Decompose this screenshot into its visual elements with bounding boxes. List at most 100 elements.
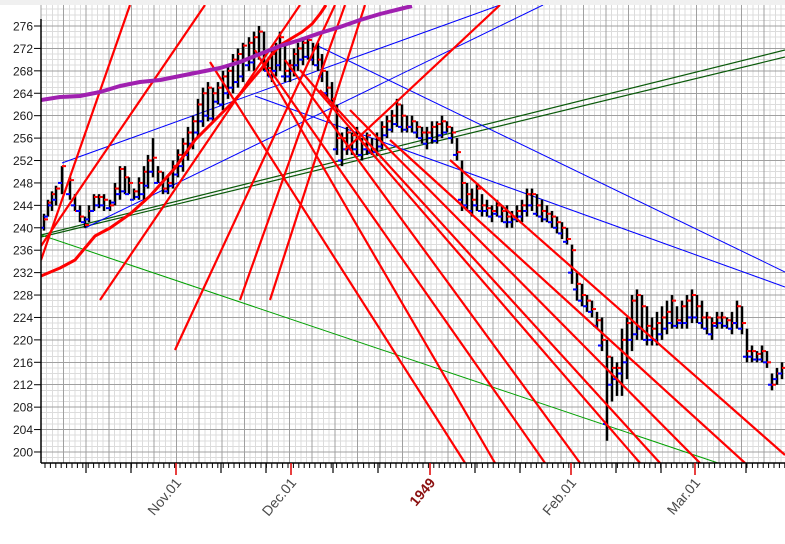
ohlc-bar xyxy=(164,177,172,195)
ohlc-bar xyxy=(628,295,636,352)
y-axis-labels: 276 272 268 264 260 256 252 248 244 240 236 232 228 2… xyxy=(13,20,41,459)
ohlc-bar xyxy=(408,115,416,133)
ohlc-bar xyxy=(130,188,138,201)
red-fan-line xyxy=(268,5,367,301)
ohlc-bar xyxy=(194,98,202,139)
red-fan-line xyxy=(344,5,501,151)
red-moving-average-curve xyxy=(41,5,328,278)
ohlc-bar xyxy=(224,65,232,99)
ohlc-bar xyxy=(473,182,481,211)
blue-trend-line xyxy=(84,5,544,229)
ohlc-bar xyxy=(558,222,566,239)
y-tick-label: 252 xyxy=(13,154,33,168)
red-fan-line xyxy=(209,61,466,463)
y-tick-label: 276 xyxy=(13,20,33,34)
ohlc-bar xyxy=(648,317,656,346)
ohlc-bar xyxy=(723,317,731,329)
ohlc-bar xyxy=(488,205,496,223)
x-axis-labels: Nov.01 Dec.01 1949 Feb.01 Mar.01 xyxy=(144,463,703,519)
ohlc-bar xyxy=(703,311,711,335)
ohlc-bar xyxy=(219,70,227,111)
red-fan-line xyxy=(299,69,641,463)
ohlc-bar xyxy=(428,121,436,144)
ohlc-bar xyxy=(299,37,307,66)
ohlc-bar xyxy=(281,42,289,83)
ohlc-bar xyxy=(553,216,561,234)
ohlc-bar xyxy=(768,373,776,391)
y-tick-label: 236 xyxy=(13,244,33,258)
green-trend-line xyxy=(41,234,719,463)
ohlc-bar xyxy=(623,317,631,380)
ohlc-bar xyxy=(209,87,217,122)
ohlc-bar xyxy=(543,205,551,223)
ohlc-bar xyxy=(76,205,84,223)
indicator-curves xyxy=(41,5,413,278)
y-tick-label: 256 xyxy=(13,132,33,146)
red-fan-line xyxy=(99,5,301,301)
ohlc-bar xyxy=(448,126,456,144)
ohlc-bar xyxy=(528,188,536,211)
red-trend-lines xyxy=(41,5,785,463)
ohlc-bar xyxy=(683,295,691,329)
plot-area[interactable] xyxy=(40,5,785,463)
y-tick-label: 260 xyxy=(13,109,33,123)
ohlc-bar xyxy=(568,244,576,284)
ohlc-bar xyxy=(688,289,696,324)
ohlc-bar xyxy=(204,82,212,122)
grid-major xyxy=(40,5,785,463)
ohlc-bar xyxy=(58,165,66,195)
ohlc-bar xyxy=(363,132,371,155)
ohlc-bar xyxy=(453,138,461,161)
ohlc-bar xyxy=(135,177,143,200)
y-tick-label: 268 xyxy=(13,64,33,78)
ohlc-bar xyxy=(423,126,431,150)
ohlc-bar xyxy=(698,300,706,329)
top-band xyxy=(0,0,785,5)
red-fan-line xyxy=(41,5,132,261)
ohlc-bar xyxy=(578,283,586,307)
ohlc-bar xyxy=(100,194,108,211)
ohlc-bar xyxy=(106,199,114,211)
red-fan-line xyxy=(269,69,546,463)
ohlc-bar xyxy=(708,317,716,340)
y-tick-label: 200 xyxy=(13,445,33,459)
ohlc-bar xyxy=(548,210,556,228)
ohlc-bar xyxy=(403,115,411,133)
ohlc-bar xyxy=(294,42,302,71)
ohlc-bar xyxy=(95,194,103,209)
red-fan-line xyxy=(174,5,336,351)
ohlc-bar xyxy=(234,48,242,88)
red-fan-line xyxy=(238,5,347,301)
ohlc-bar xyxy=(583,295,591,312)
ohlc-bar xyxy=(383,115,391,139)
month-label: Feb.01 xyxy=(539,474,579,518)
ohlc-bar xyxy=(678,300,686,329)
dark-green-trend-line xyxy=(41,56,785,238)
ohlc-bar xyxy=(533,194,541,217)
ohlc-bar xyxy=(633,289,641,340)
ohlc-bar xyxy=(668,295,676,329)
ohlc-bar xyxy=(573,272,581,301)
ohlc-bar xyxy=(483,199,491,217)
ohlc-bar xyxy=(229,54,237,94)
ohlc-bar xyxy=(563,227,571,245)
ohlc-bar xyxy=(588,300,596,318)
y-tick-label: 216 xyxy=(13,356,33,370)
blue-trend-line xyxy=(317,45,785,273)
ohlc-bar xyxy=(413,121,421,139)
year-label: 1949 xyxy=(406,474,438,508)
ohlc-bar xyxy=(111,182,119,206)
red-fan-line xyxy=(389,139,746,463)
ohlc-bar xyxy=(523,188,531,217)
ohlc-bar xyxy=(116,166,124,200)
ohlc-bar xyxy=(378,121,386,150)
ohlc-bar xyxy=(245,37,253,71)
purple-moving-average-curve xyxy=(41,5,413,102)
ohlc-bar xyxy=(673,306,681,329)
y-tick-label: 204 xyxy=(13,423,33,437)
y-tick-label: 212 xyxy=(13,378,33,392)
y-tick-label: 224 xyxy=(13,311,33,325)
ohlc-bar xyxy=(433,121,441,144)
ohlc-bar xyxy=(388,110,396,133)
